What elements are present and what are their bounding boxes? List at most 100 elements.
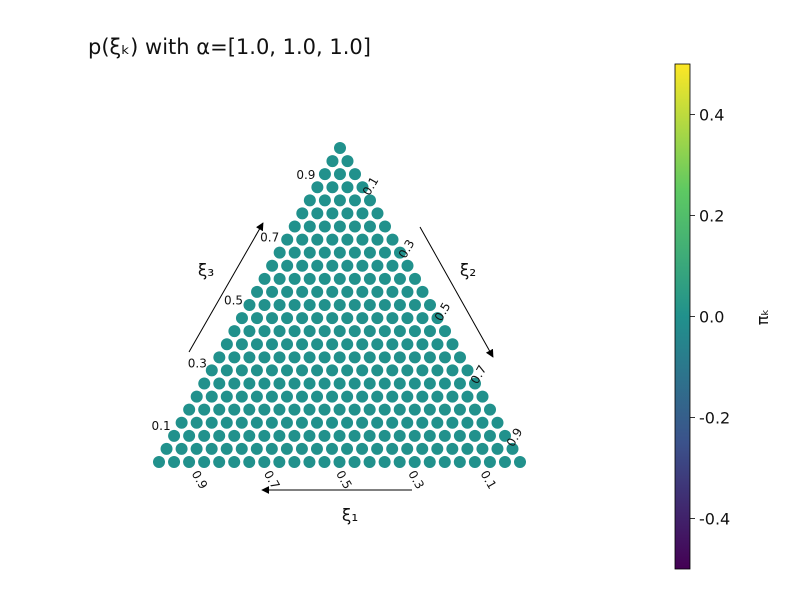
data-point xyxy=(266,259,279,272)
data-point xyxy=(265,416,278,429)
data-point xyxy=(386,364,399,377)
data-point xyxy=(235,338,248,351)
data-point xyxy=(183,403,196,416)
data-point xyxy=(333,194,346,207)
data-point xyxy=(333,272,346,285)
data-point xyxy=(296,338,309,351)
data-point xyxy=(281,312,294,325)
data-point xyxy=(281,364,293,377)
data-point xyxy=(175,416,188,429)
xi3-tick-label: 0.1 xyxy=(152,419,171,433)
data-point xyxy=(183,456,196,468)
data-point xyxy=(333,377,346,390)
data-point xyxy=(318,377,331,390)
data-point xyxy=(296,364,309,377)
data-point xyxy=(288,299,301,311)
data-point xyxy=(431,416,444,429)
data-point xyxy=(416,285,429,298)
colorbar-gradient xyxy=(674,63,691,570)
data-point xyxy=(333,429,346,442)
data-point xyxy=(288,351,301,364)
data-point xyxy=(348,220,361,233)
xi3-tick-label: 0.7 xyxy=(260,231,279,245)
data-point xyxy=(378,246,391,259)
data-point xyxy=(220,338,233,351)
data-point xyxy=(371,364,384,377)
data-point xyxy=(386,259,399,272)
data-point xyxy=(334,142,346,154)
data-point xyxy=(356,233,369,246)
data-point xyxy=(401,338,414,351)
data-point xyxy=(341,416,354,429)
data-point xyxy=(243,377,256,390)
data-point xyxy=(333,456,346,468)
data-point xyxy=(243,403,256,416)
data-point xyxy=(153,456,165,468)
data-point xyxy=(190,442,203,455)
xi3-axis: ξ₃ 0.1 0.3 0.5 0.7 0.9 xyxy=(152,168,316,433)
data-point xyxy=(356,285,369,298)
data-point xyxy=(288,456,301,468)
data-point xyxy=(378,429,391,442)
data-point xyxy=(326,364,339,377)
data-point xyxy=(310,442,323,455)
data-point xyxy=(326,416,339,429)
xi3-tick-label: 0.9 xyxy=(296,168,315,182)
data-point xyxy=(175,442,188,455)
data-point xyxy=(296,233,309,246)
data-point xyxy=(333,246,346,259)
data-point xyxy=(491,416,504,429)
data-point xyxy=(296,259,309,272)
data-point xyxy=(280,390,293,403)
data-point xyxy=(408,351,421,364)
data-point xyxy=(243,429,256,442)
data-point xyxy=(333,351,346,364)
data-point xyxy=(258,299,271,311)
data-point xyxy=(349,168,361,181)
chart-title: p(ξₖ) with α=[1.0, 1.0, 1.0] xyxy=(88,35,371,59)
data-point xyxy=(273,456,286,468)
data-point xyxy=(348,246,361,259)
data-point xyxy=(258,272,271,285)
data-point xyxy=(416,390,429,403)
data-point xyxy=(483,429,496,442)
data-point xyxy=(303,456,316,468)
data-point xyxy=(476,416,489,429)
data-point xyxy=(393,377,406,390)
data-point xyxy=(333,299,346,311)
data-point xyxy=(288,325,301,338)
data-point xyxy=(311,416,323,429)
xi1-tick-label: 0.5 xyxy=(333,468,355,492)
data-point xyxy=(318,194,331,207)
data-point xyxy=(205,442,218,455)
data-point xyxy=(280,442,293,455)
xi3-tick-label: 0.3 xyxy=(188,356,207,370)
colorbar-tick-label: -0.4 xyxy=(699,510,730,529)
data-point xyxy=(371,285,384,298)
data-point xyxy=(401,285,414,298)
data-point xyxy=(288,403,301,416)
data-point xyxy=(453,429,466,442)
data-point xyxy=(213,377,226,390)
data-point xyxy=(326,181,339,194)
data-point xyxy=(243,325,256,338)
data-point xyxy=(311,207,324,220)
data-point xyxy=(386,285,399,298)
data-point xyxy=(393,403,406,416)
colorbar-tick-label: -0.2 xyxy=(699,409,730,428)
data-point xyxy=(235,312,248,325)
data-point xyxy=(438,429,451,442)
data-point xyxy=(363,377,376,390)
data-point xyxy=(303,325,316,338)
data-point xyxy=(243,456,256,468)
data-point xyxy=(356,364,369,377)
data-point xyxy=(408,325,421,338)
data-point xyxy=(431,442,444,455)
data-point xyxy=(401,442,414,455)
data-point xyxy=(363,220,376,233)
data-point xyxy=(250,338,263,351)
data-point xyxy=(190,390,203,403)
data-point xyxy=(235,416,248,429)
data-point xyxy=(446,390,459,403)
data-point xyxy=(378,351,391,364)
